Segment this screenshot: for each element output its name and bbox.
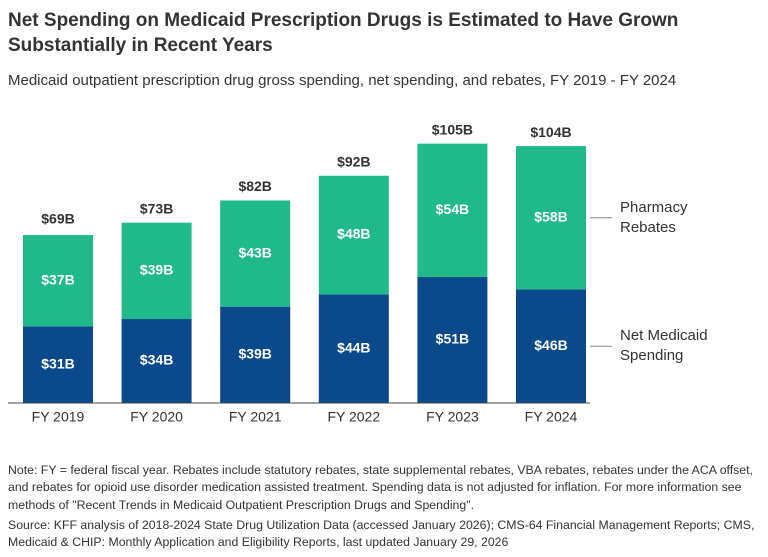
- x-tick-label: FY 2023: [426, 409, 479, 425]
- value-label: $31B: [41, 355, 74, 371]
- value-label: $39B: [238, 346, 271, 362]
- total-label: $104B: [530, 124, 571, 140]
- note: Note: FY = federal fiscal year. Rebates …: [8, 463, 753, 512]
- chart-subtitle: Medicaid outpatient prescription drug gr…: [8, 72, 677, 89]
- x-tick-label: FY 2021: [229, 409, 282, 425]
- value-label: $58B: [534, 208, 567, 224]
- bar-segment: [121, 222, 192, 320]
- bar-segment: [318, 175, 389, 295]
- value-label: $54B: [436, 201, 469, 217]
- total-label: $69B: [41, 210, 74, 226]
- bar-segment: [417, 143, 488, 278]
- total-label: $92B: [337, 153, 370, 169]
- source: Source: KFF analysis of 2018-2024 State …: [8, 518, 755, 550]
- bar-segment: [23, 326, 93, 403]
- total-label: $73B: [140, 200, 173, 216]
- value-label: $48B: [337, 226, 370, 242]
- value-label: $43B: [238, 244, 271, 260]
- total-label: $82B: [238, 178, 271, 194]
- value-label: $51B: [436, 331, 469, 347]
- x-tick-label: FY 2019: [32, 409, 85, 425]
- bar-segment: [121, 319, 192, 403]
- bar-segment: [318, 294, 389, 403]
- bar-segment: [417, 277, 488, 403]
- bar-segment: [220, 306, 291, 403]
- bar-segment: [23, 235, 93, 327]
- bar-segment: [516, 146, 586, 290]
- bar-segment: [516, 289, 586, 403]
- value-label: $34B: [140, 352, 173, 368]
- x-tick-label: FY 2020: [130, 409, 183, 425]
- value-label: $46B: [534, 337, 567, 353]
- chart-title: Net Spending on Medicaid Prescription Dr…: [8, 10, 679, 56]
- legend-label: Pharmacy Rebates: [620, 198, 688, 236]
- value-label: $44B: [337, 339, 370, 355]
- total-label: $105B: [432, 121, 473, 137]
- bar-segment: [220, 200, 291, 307]
- value-label: $37B: [41, 271, 74, 287]
- legend-label: Net Medicaid Spending: [620, 327, 708, 365]
- x-tick-label: FY 2022: [327, 409, 380, 425]
- x-tick-label: FY 2024: [525, 409, 578, 425]
- value-label: $39B: [140, 262, 173, 278]
